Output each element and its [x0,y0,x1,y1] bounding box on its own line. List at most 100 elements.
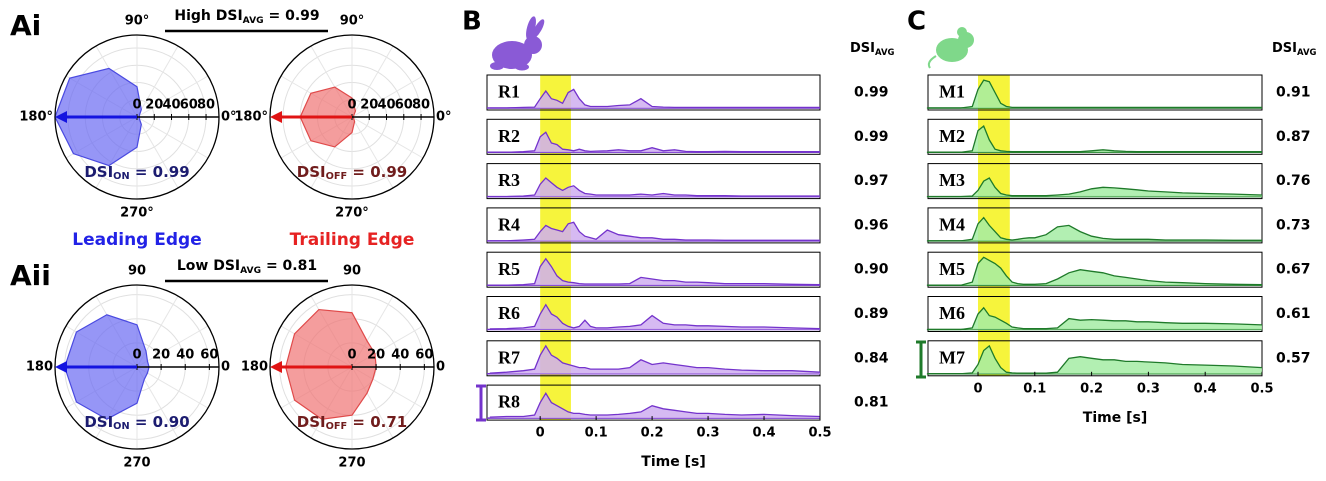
trace-line [489,177,820,198]
dsi-header: DSIAVG [850,41,894,57]
x-tick-label: 0.5 [1250,381,1273,396]
theta-tick-label: 0 [436,360,445,375]
dsi-annotation-suffix: = 0.99 [347,163,407,181]
dsi-header-sub: AVG [875,47,894,57]
panel-label: C [907,7,926,37]
header-text: High DSI [174,8,242,24]
r-tick-label: 80 [197,98,215,113]
r-tick-label: 0 [132,98,141,113]
trace-box [486,118,821,155]
r-tick-label: 40 [391,348,409,363]
dsi-annotation-sub: OFF [326,171,348,182]
r-tick-label: 60 [180,98,198,113]
row-label: M4 [939,215,965,235]
grid-spoke [136,366,209,409]
grid-spoke [351,116,424,159]
r-tick-label: 20 [367,348,385,363]
dsi-annotation: DSIOFF = 0.99 [297,163,407,183]
row-label: R5 [498,259,520,279]
dsi-header-text: DSI [850,41,875,56]
trace-line [926,216,1262,242]
scale-bar [916,340,926,379]
dsi-header: DSIAVG [1272,41,1316,57]
grid-spoke [136,116,209,159]
dsi-header-sub: AVG [1297,47,1316,57]
x-axis-label: Time [s] [641,454,705,470]
row-label: M6 [939,303,965,323]
row-label: R2 [498,126,520,146]
panel-label: Aii [10,259,51,292]
rabbit-icon [490,16,545,71]
dsi-annotation-text: DSI [297,163,326,181]
dsi-header-text: DSI [1272,41,1297,56]
panel-label: B [462,7,482,37]
r-tick-label: 20 [152,348,170,363]
header-text: Low DSI [177,258,240,274]
theta-tick-label: 180 [241,360,268,375]
dsi-annotation-sub: ON [113,421,129,432]
dsi-value: 0.57 [1276,350,1311,366]
x-tick-label: 0.4 [753,426,776,441]
dsi-value: 0.76 [1276,173,1311,189]
tuning-curve [285,308,377,420]
trace-box [486,207,821,244]
theta-tick-label: 90 [343,264,361,279]
trace-area [489,89,820,108]
row-label: R1 [498,82,520,102]
trace-line [926,79,1262,109]
dsi-value: 0.89 [854,306,889,322]
grid-spoke [351,45,394,118]
dsi-value: 0.99 [854,129,889,145]
row-label: R7 [498,347,520,367]
trace-box [927,251,1263,288]
dsi-value: 0.90 [854,262,889,278]
trace-box [486,340,821,377]
trace-area [926,178,1262,197]
theta-tick-label: 90 [128,264,146,279]
x-tick-label: 0.2 [641,426,664,441]
theta-tick-label: 0 [221,360,230,375]
dsi-value: 0.91 [1276,85,1311,101]
dsi-annotation: DSIOFF = 0.71 [297,413,407,433]
dsi-value: 0.73 [1276,217,1311,233]
x-tick-label: 0.1 [585,426,608,441]
r-tick-label: 60 [200,348,218,363]
header-sub: AVG [240,266,261,276]
r-tick-label: 0 [132,348,141,363]
r-tick-label: 60 [395,98,413,113]
grid-spoke [351,116,394,189]
row-label: R4 [498,215,520,235]
trace-line [926,256,1263,286]
header-suffix: = 0.81 [261,258,317,274]
trace-box [927,118,1263,155]
trace-box [927,207,1263,244]
x-tick-label: 0.2 [1080,381,1103,396]
dsi-value: 0.96 [854,217,889,233]
dsi-annotation-text: DSI [84,163,113,181]
dsi-annotation-suffix: = 0.99 [130,163,190,181]
trace-box [927,340,1263,377]
x-tick-label: 0.5 [808,426,831,441]
theta-tick-label: 180° [234,110,268,125]
header: Low DSIAVG = 0.81 [177,258,317,276]
arrowhead [270,361,282,373]
row-label: R3 [498,170,520,190]
trace-box [927,296,1263,332]
scale-bar [476,384,486,422]
dsi-value: 0.87 [1276,129,1311,145]
r-tick-label: 20 [360,98,378,113]
grid-spoke [136,325,209,368]
trace-box [486,384,821,421]
r-tick-label: 20 [145,98,163,113]
trace-line [926,124,1262,153]
arrowhead [55,361,67,373]
trace-line [489,303,821,330]
caption: Trailing Edge [290,230,415,250]
trace-line [489,221,820,242]
trace-line [489,344,821,374]
dsi-annotation: DSION = 0.99 [84,163,189,183]
dsi-annotation-text: DSI [84,413,113,431]
x-tick-label: 0 [973,381,982,396]
trace-area [926,257,1262,286]
